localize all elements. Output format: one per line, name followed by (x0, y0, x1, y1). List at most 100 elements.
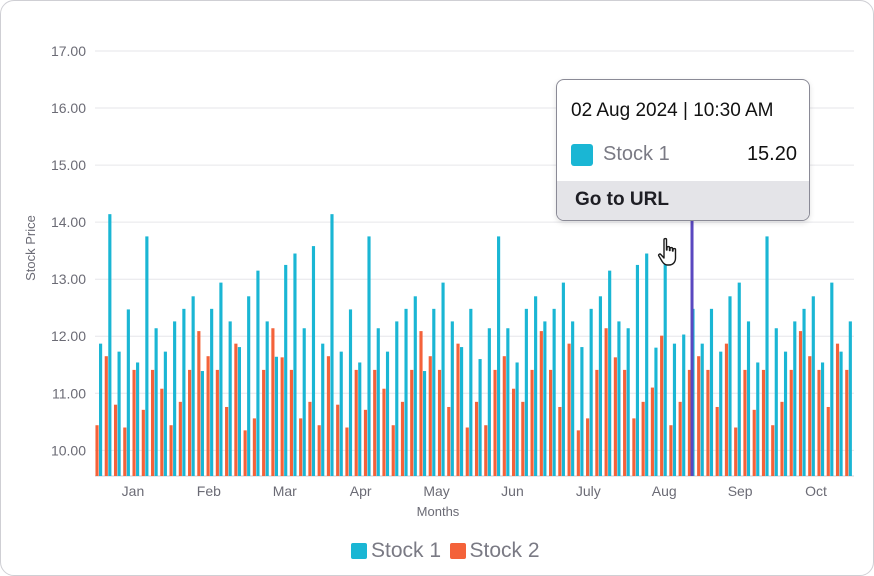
bar-stock-1 (830, 282, 834, 476)
bar-stock-2 (317, 425, 321, 476)
bar-stock-1 (654, 347, 658, 476)
legend-label-stock-1: Stock 1 (371, 539, 442, 562)
bar-stock-1 (367, 236, 371, 476)
bar-stock-1 (635, 264, 640, 476)
bar-stock-1 (432, 308, 436, 476)
bar-stock-2 (817, 369, 821, 476)
bar-stock-1 (200, 371, 204, 476)
y-tick-label: 11.00 (52, 385, 86, 401)
bar-stock-1 (765, 236, 769, 476)
bar-stock-2 (271, 328, 275, 476)
bar-stock-2 (613, 357, 617, 476)
bar-stock-2 (567, 343, 571, 476)
bar-stock-2 (502, 356, 506, 476)
bar-stock-2 (382, 388, 386, 476)
x-tick-label: July (576, 483, 601, 499)
bar-stock-1 (293, 253, 297, 476)
bar-stock-2 (678, 401, 682, 476)
bar-stock-2 (660, 335, 664, 476)
bar-stock-2 (549, 369, 553, 476)
bar-stock-2 (215, 369, 219, 476)
bar-stock-1 (210, 308, 214, 476)
bar-stock-2 (391, 425, 395, 476)
bar-stock-1 (256, 270, 260, 476)
tooltip-datetime: 02 Aug 2024 | 10:30 AM (571, 100, 774, 121)
bar-stock-1 (719, 351, 723, 476)
bar-stock-1 (145, 236, 149, 476)
bar-stock-1 (265, 321, 269, 476)
legend-swatch-stock-1 (351, 543, 367, 559)
bar-stock-1 (515, 362, 519, 476)
bar-stock-2 (419, 331, 423, 476)
legend-item-stock-1[interactable]: Stock 1 (351, 539, 441, 563)
bar-stock-1 (404, 308, 408, 476)
bar-stock-2 (595, 369, 599, 476)
x-axis-ticks: Jan Feb Mar Apr May Jun July Aug Sep Oct (122, 483, 827, 499)
bar-stock-2 (354, 369, 358, 476)
bar-stock-1 (302, 328, 306, 476)
bar-stock-1 (191, 296, 195, 476)
bar-stock-1 (450, 321, 454, 476)
y-tick-label: 13.00 (51, 271, 86, 287)
bar-stock-2 (623, 369, 627, 476)
bar-stock-2 (150, 369, 155, 476)
bar-stock-2 (400, 401, 405, 476)
y-tick-label: 12.00 (51, 328, 86, 344)
bar-stock-1 (173, 321, 177, 476)
bar-stock-1 (469, 308, 473, 476)
bar-stock-2 (845, 369, 849, 476)
x-tick-label: Oct (805, 483, 827, 499)
bar-stock-1 (774, 328, 778, 476)
bar-stock-2 (456, 343, 460, 476)
bar-stock-2 (632, 418, 636, 476)
bar-stock-1 (626, 328, 630, 476)
bar-stock-1 (358, 362, 362, 476)
bar-stock-2 (262, 369, 266, 476)
bar-stock-1 (728, 296, 732, 476)
x-tick-label: Aug (652, 483, 677, 499)
bar-stock-2 (761, 369, 766, 476)
bar-stock-1 (756, 362, 760, 476)
bar-stock-1 (663, 246, 667, 476)
bar-stock-2 (789, 369, 793, 476)
y-axis-title: Stock Price (23, 215, 38, 281)
x-tick-label: Sep (728, 483, 753, 499)
bar-stock-2 (289, 369, 293, 476)
go-to-url-button[interactable]: Go to URL (557, 181, 809, 220)
bar-stock-1 (497, 236, 501, 476)
bar-stock-1 (441, 282, 445, 476)
bar-stock-1 (608, 270, 612, 476)
bar-stock-2 (771, 425, 775, 476)
bar-stock-1 (385, 351, 390, 476)
bar-stock-2 (326, 356, 331, 476)
bar-stock-2 (734, 427, 738, 476)
bar-stock-2 (234, 343, 238, 476)
bar-stock-2 (604, 328, 608, 476)
bar-stock-2 (123, 427, 127, 476)
bar-stock-1 (672, 343, 677, 476)
bar-stock-1 (395, 321, 399, 476)
bar-stock-1 (580, 347, 584, 476)
bar-stock-2 (835, 343, 840, 476)
bar-stock-1 (543, 321, 547, 476)
bar-stock-1 (839, 351, 843, 476)
bar-stock-2 (308, 401, 312, 476)
legend-item-stock-2[interactable]: Stock 2 (449, 539, 540, 563)
bar-stock-2 (669, 425, 673, 476)
x-axis-title: Months (417, 504, 460, 519)
bar-stock-1 (617, 321, 621, 476)
x-tick-label: Jan (122, 483, 145, 499)
bar-stock-2 (641, 401, 645, 476)
bar-stock-2 (706, 369, 710, 476)
bar-stock-1 (274, 356, 279, 476)
bar-stock-1 (99, 343, 103, 476)
tooltip-series-row: Stock 1 15.20 (571, 142, 797, 168)
bar-stock-1 (376, 328, 380, 476)
bars (95, 214, 852, 476)
bar-stock-1 (682, 334, 686, 476)
bar-stock-2 (650, 387, 654, 476)
bar-stock-2 (104, 356, 108, 476)
bar-stock-2 (511, 388, 516, 476)
bar-stock-1 (746, 321, 751, 476)
